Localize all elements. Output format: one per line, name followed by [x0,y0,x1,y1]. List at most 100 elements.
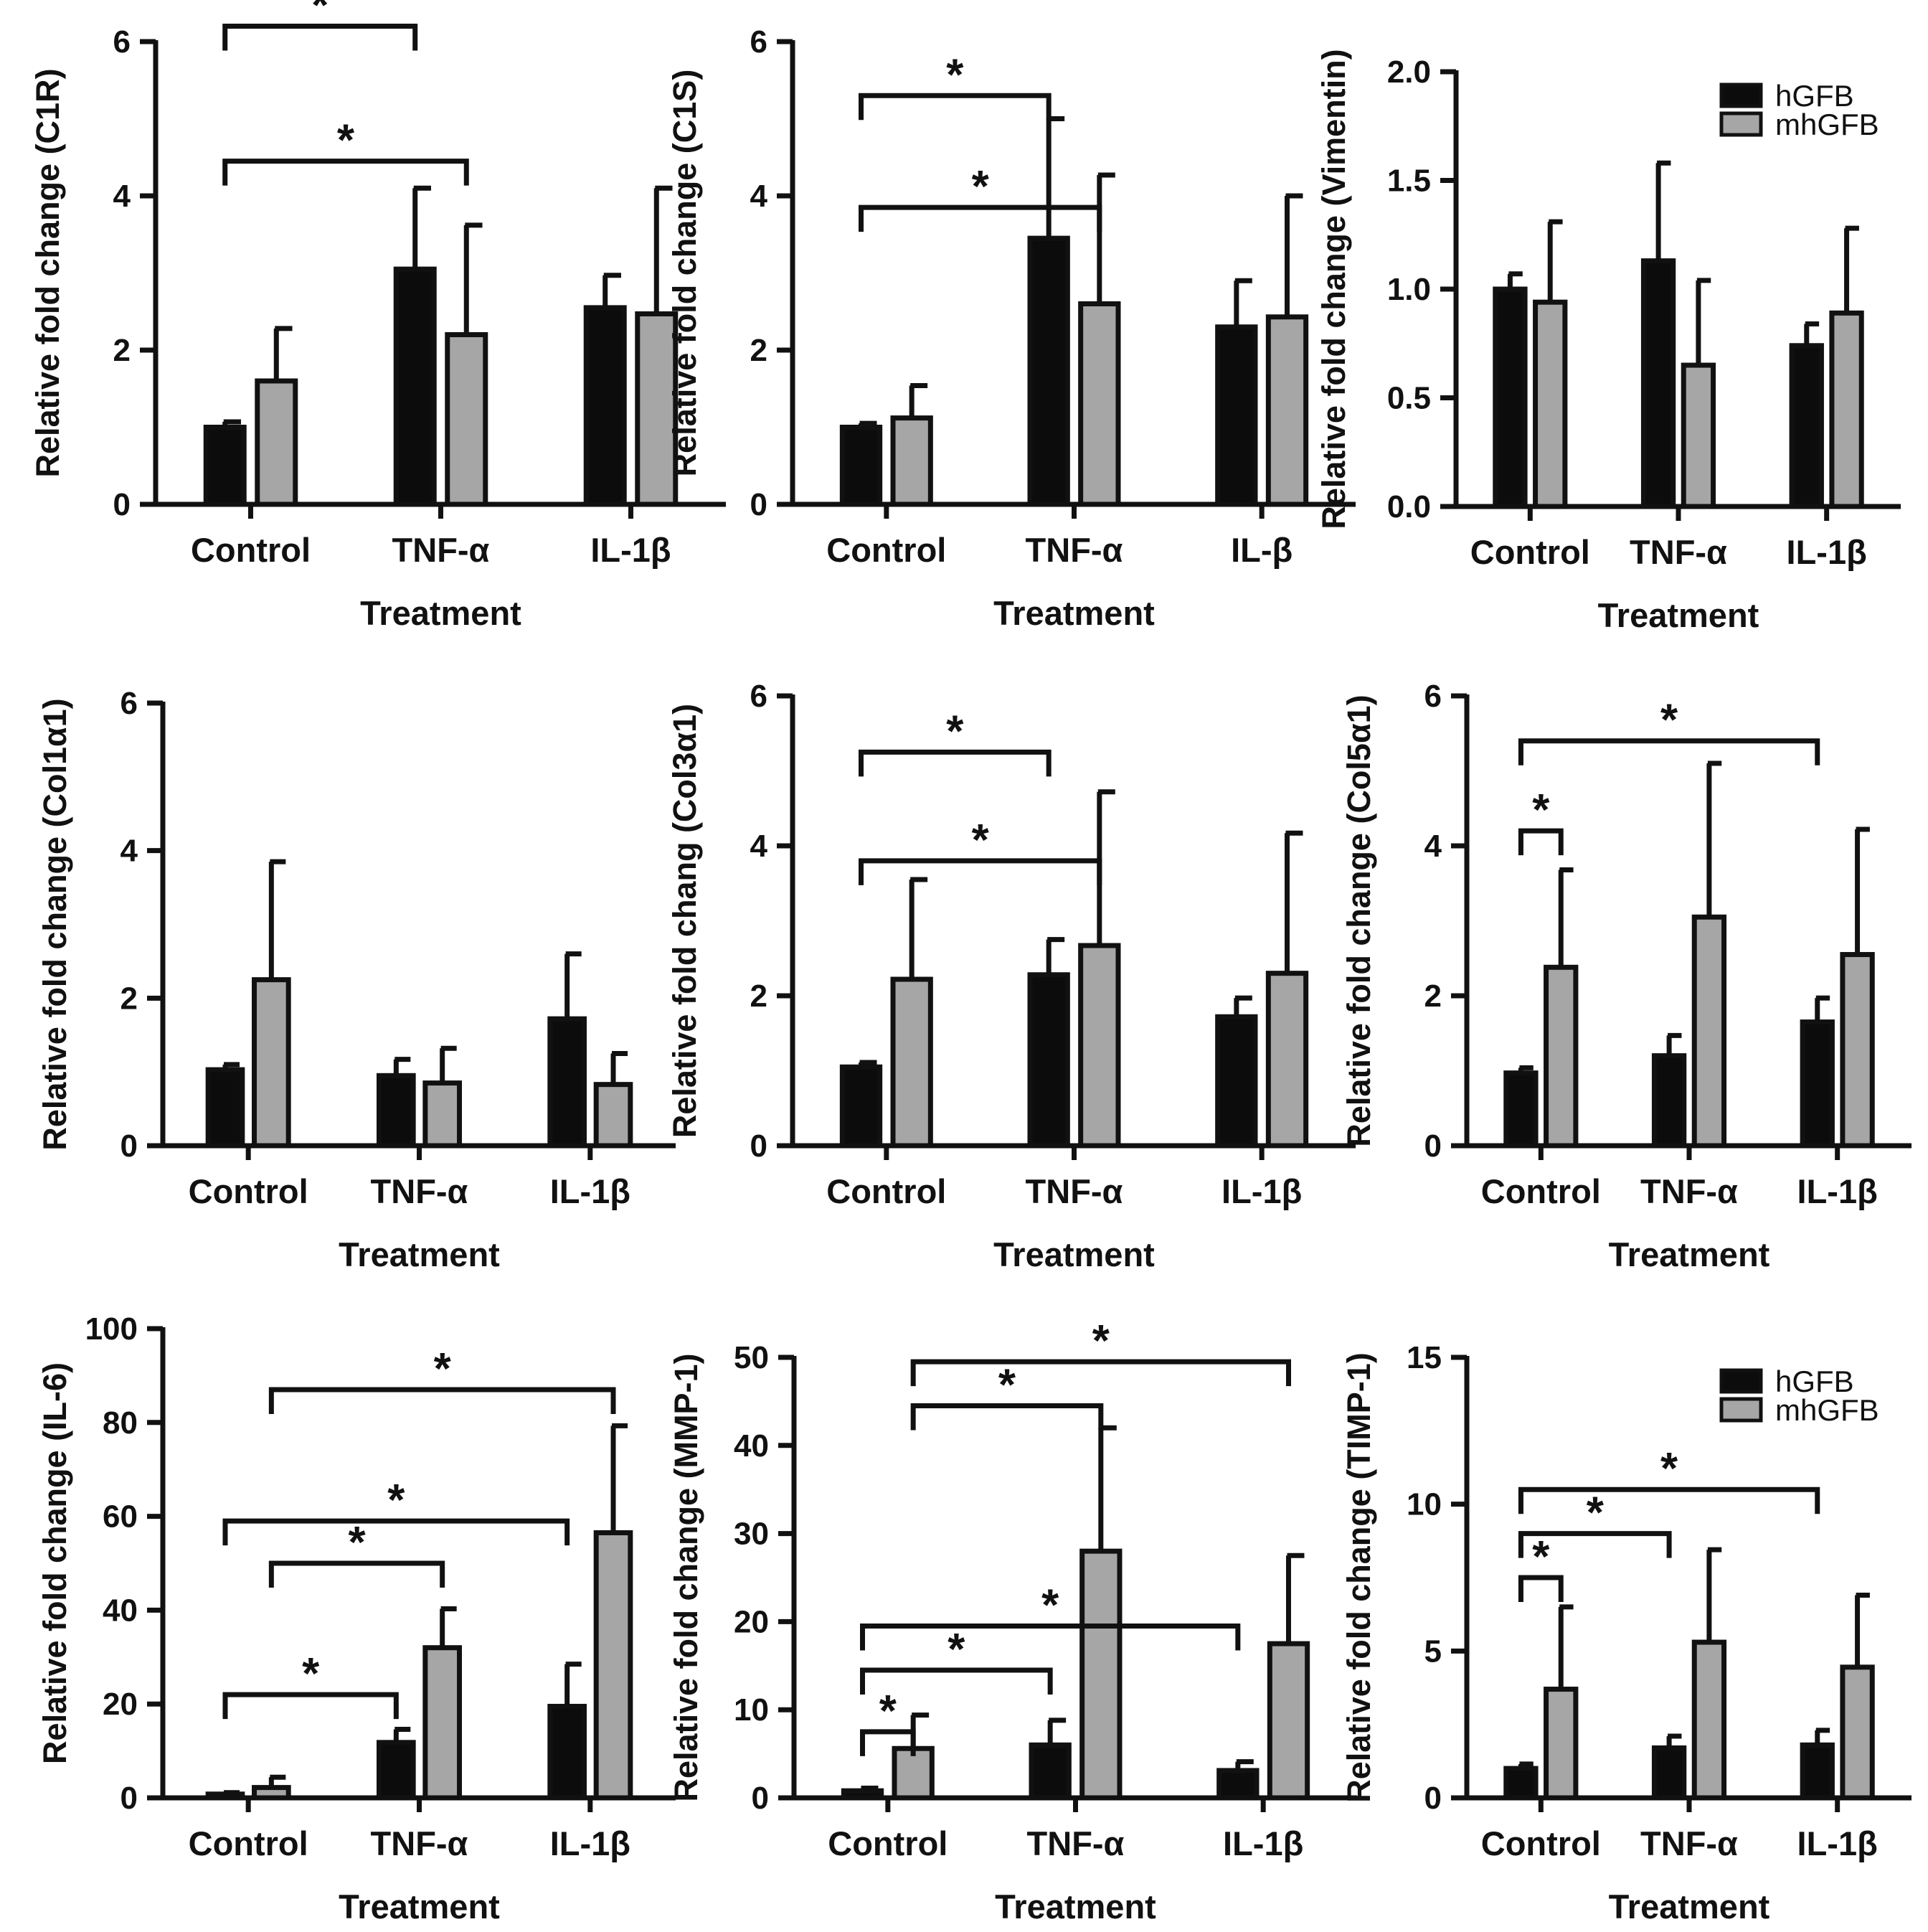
y-tick-label: 10 [1407,1487,1442,1522]
x-tick-label: TNF-α [1630,533,1727,571]
x-tick-label: TNF-α [371,1172,468,1210]
x-axis-title: Treatment [993,594,1155,632]
bar-hgfb-tnf- [1027,972,1070,1149]
y-tick-label: 1.5 [1387,164,1431,199]
significance-bracket [860,1624,1241,1651]
significance-star: * [337,116,355,166]
y-tick-label: 6 [750,24,767,60]
legend-label-hgfb: hGFB [1775,79,1854,113]
bar-mhgfb-il-1- [1265,971,1309,1149]
bar-hgfb-il-1- [1800,1742,1835,1801]
significance-star: * [1092,1316,1110,1366]
chart-panel-c1s: 0 2 4 6 Control TNF-α IL-β * * Relative fold chan… [666,24,1356,632]
y-tick-label: 0.5 [1387,381,1431,416]
x-axis-title: Treatment [1598,596,1759,634]
y-axis-title: Relative fold chang (Col3α1) [666,704,703,1138]
significance-bracket [222,159,469,186]
x-tick-label: TNF-α [1640,1824,1738,1862]
chart-panel-timp-1: 0 5 10 15 Control TNF-α IL-1β * * * Relative fold … [1341,1340,1912,1926]
chart-panel-vimentin: 0.0 0.5 1.0 1.5 2.0 Control TNF-α IL-1β Relative… [1315,49,1901,634]
bar-mhgfb-il-1- [1840,1664,1875,1801]
chart-panel-c1r: 0 2 4 6 Control TNF-α IL-1β * * Relative fold cha… [29,0,726,632]
bar-mhgfb-il- [1265,314,1309,507]
y-axis-title: Relative fold change (Col1α1) [37,698,73,1150]
bar-hgfb-tnf- [376,1073,416,1149]
bar-hgfb-control [203,425,247,507]
y-axis-title: Relative fold change (MMP-1) [668,1353,704,1801]
x-axis-title: Treatment [993,1235,1155,1273]
x-tick-label: IL-β [1231,531,1293,569]
significance-star: * [1660,1444,1678,1494]
bar-hgfb-control [1503,1766,1539,1801]
y-tick-label: 4 [1424,829,1442,864]
x-tick-label: TNF-α [1640,1172,1738,1210]
significance-bracket [860,1667,1053,1695]
x-tick-label: Control [826,531,946,569]
y-tick-label: 0 [752,1781,769,1816]
significance-star: * [1532,786,1550,835]
bar-hgfb-il- [1215,324,1258,507]
bar-hgfb-tnf- [393,266,437,507]
significance-star: * [348,1518,366,1568]
bar-hgfb-il-1- [583,305,627,507]
y-axis-title: Relative fold change (C1S) [666,70,703,477]
y-tick-label: 0 [1424,1781,1442,1816]
x-tick-label: IL-1β [1221,1172,1302,1210]
bar-hgfb-il-1- [1216,1768,1260,1801]
y-tick-label: 80 [103,1405,138,1441]
y-tick-label: 2.0 [1387,55,1431,90]
bar-hgfb-control [205,1791,245,1801]
significance-bracket [1518,738,1820,765]
y-axis-title: Relative fold change (IL-6) [37,1362,73,1764]
bar-hgfb-tnf- [1029,1742,1072,1801]
y-tick-label: 40 [103,1593,138,1628]
significance-bracket [1518,1575,1564,1602]
bar-mhgfb-tnf- [1681,362,1716,509]
bar-mhgfb-il-1- [1267,1641,1310,1801]
bar-mhgfb-control [1533,299,1568,509]
bar-mhgfb-il-1- [593,1082,633,1149]
chart-panel-col1-1: 0 2 4 6 Control TNF-α IL-1β Relative fold chang… [37,686,676,1273]
significance-star: * [387,1476,405,1525]
y-tick-label: 2 [113,333,131,368]
x-tick-label: IL-1β [1797,1824,1878,1862]
y-tick-label: 30 [734,1517,769,1552]
significance-star: * [948,1625,965,1674]
bar-mhgfb-tnf- [1078,943,1121,1149]
bar-mhgfb-tnf- [1079,1548,1123,1801]
x-tick-label: Control [191,531,311,569]
significance-star: * [1532,1532,1550,1582]
chart-panel-mmp-1: 0 10 20 30 40 50 Control TNF-α IL-1β * * * * * Relativ… [668,1316,1357,1926]
legend-swatch-hgfb [1719,83,1763,108]
significance-star: * [946,707,964,756]
bar-hgfb-control [839,425,883,507]
x-axis-title: Treatment [1609,1888,1770,1926]
significance-star: * [879,1687,897,1736]
y-tick-label: 6 [1424,679,1442,714]
y-tick-label: 50 [734,1340,769,1375]
bar-hgfb-tnf- [1651,1053,1687,1149]
bar-mhgfb-tnf- [422,1080,463,1149]
significance-star: * [998,1361,1016,1410]
y-tick-label: 4 [113,179,131,214]
legend-swatch-mhgfb [1719,111,1763,137]
x-tick-label: IL-1β [1787,533,1867,571]
y-tick-label: 20 [103,1687,138,1722]
y-tick-label: 2 [750,979,767,1014]
bar-hgfb-control [841,1788,884,1801]
x-tick-label: Control [1481,1824,1601,1862]
x-tick-label: Control [1481,1172,1601,1210]
significance-bracket [222,1518,570,1546]
significance-bracket [859,93,1052,121]
y-tick-label: 20 [734,1604,769,1639]
bar-hgfb-tnf- [376,1740,416,1801]
bar-mhgfb-control [890,415,933,507]
x-tick-label: IL-1β [1223,1824,1303,1862]
significance-star: * [1041,1581,1059,1631]
bar-hgfb-control [205,1067,245,1149]
x-tick-label: TNF-α [1027,1824,1125,1862]
y-tick-label: 2 [120,981,138,1016]
chart-panel-col3-1: 0 2 4 6 Control TNF-α IL-1β * * Relative fold cha… [666,679,1356,1273]
